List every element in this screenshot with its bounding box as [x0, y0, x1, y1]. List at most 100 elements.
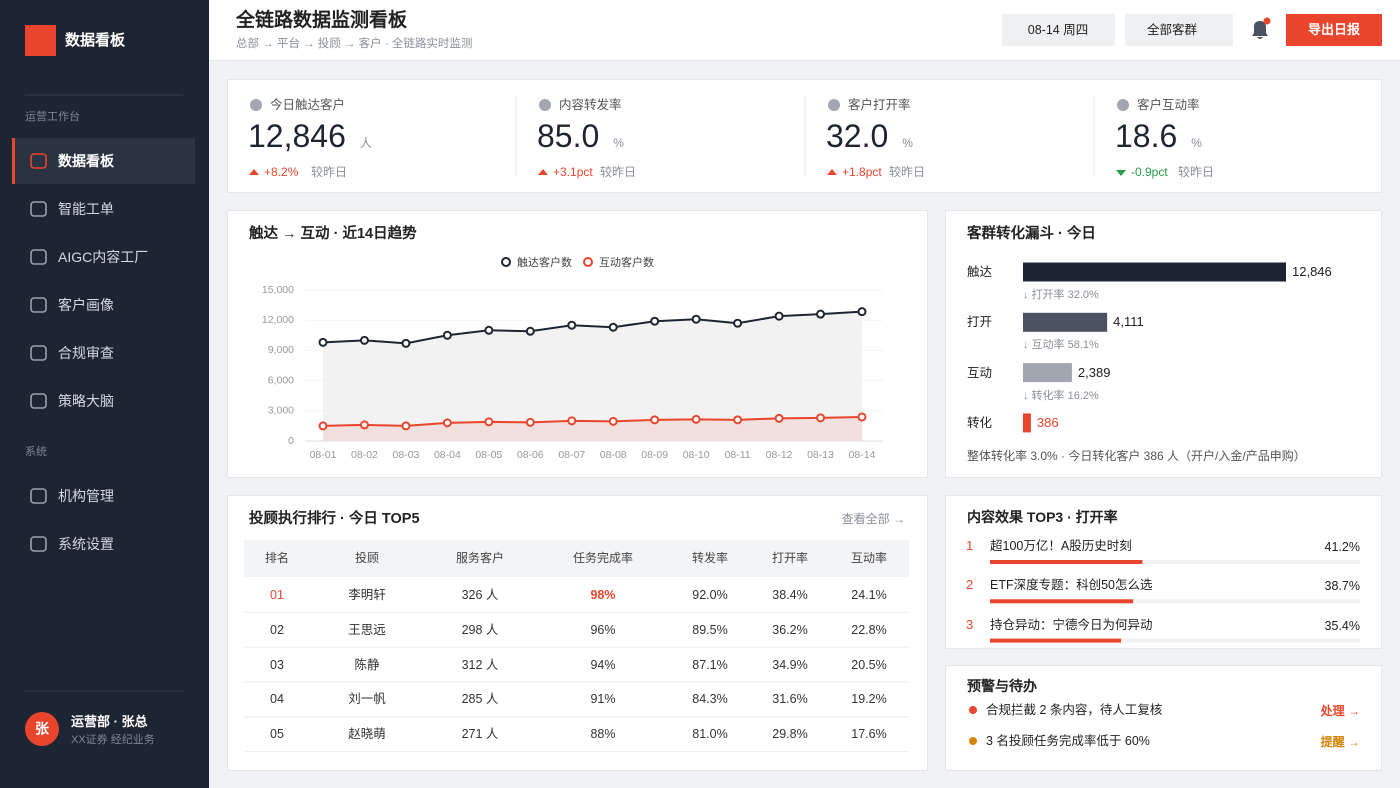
x-tick-label: 08-03	[392, 449, 419, 461]
nav-item[interactable]: 合规审查	[58, 345, 114, 361]
x-tick-label: 08-01	[310, 449, 337, 461]
content-rank: 2	[966, 577, 974, 593]
content-item-title[interactable]: 持仓异动：宁德今日为何异动	[990, 617, 1153, 632]
nav-item[interactable]: 数据看板	[58, 153, 114, 169]
kpi-value-row: 12,846 人	[248, 118, 372, 162]
data-point	[567, 320, 577, 330]
data-point	[401, 421, 411, 431]
data-point	[608, 416, 618, 426]
data-point	[359, 335, 369, 345]
data-point	[567, 416, 577, 426]
nav-item[interactable]: AIGC内容工厂	[58, 249, 149, 265]
nav-icon[interactable]	[30, 393, 47, 409]
nav-item[interactable]: 机构管理	[58, 488, 114, 504]
bell-icon[interactable]	[1252, 21, 1268, 39]
y-tick-label: 0	[288, 435, 294, 447]
date-button-bg[interactable]	[1002, 14, 1115, 46]
table-cell: 91%	[590, 692, 616, 707]
data-point	[442, 418, 452, 428]
alert-text: 3 名投顾任务完成率低于 60%	[986, 734, 1150, 748]
table-header-cell: 投顾	[354, 551, 380, 565]
alert-action[interactable]: 提醒 →	[1320, 735, 1360, 749]
data-point	[857, 412, 867, 422]
data-point	[608, 322, 618, 332]
funnel-rate: ↓ 打开率 32.0%	[1023, 289, 1099, 301]
table-cell: 24.1%	[851, 588, 887, 602]
x-tick-label: 08-08	[600, 449, 627, 461]
filter-button-bg[interactable]	[1125, 14, 1233, 46]
table-cell: 29.8%	[772, 727, 808, 742]
funnel-bar	[1023, 262, 1286, 282]
nav-active-bar	[12, 138, 15, 184]
nav-item[interactable]: 客户画像	[58, 297, 114, 313]
table-cell: 81.0%	[692, 727, 728, 742]
user-avatar-text: 张	[35, 721, 50, 737]
nav-icon[interactable]	[30, 488, 47, 504]
content-value: 38.7%	[1324, 579, 1360, 594]
nav-icon[interactable]	[30, 249, 47, 265]
alert-action[interactable]: 处理 →	[1320, 704, 1360, 718]
kpi-icon	[1117, 99, 1129, 111]
user-org: XX证券 经纪业务	[71, 734, 155, 746]
table-cell: 03	[270, 657, 284, 672]
nav-icon[interactable]	[30, 297, 47, 313]
funnel-rate: ↓ 转化率 16.2%	[1023, 389, 1099, 402]
date-button[interactable]: 08-14 周四	[1027, 23, 1089, 37]
funnel-label: 打开	[967, 315, 993, 330]
funnel-bar	[1023, 413, 1031, 433]
content-item-title[interactable]: ETF深度专题：科创50怎么选	[990, 578, 1153, 593]
table-cell: 05	[270, 727, 284, 742]
legend-label: 触达客户数	[517, 255, 572, 269]
data-point	[442, 330, 452, 340]
table-cell: 李明轩	[348, 588, 386, 602]
data-point	[816, 413, 826, 423]
data-point	[733, 318, 743, 328]
nav-item[interactable]: 策略大脑	[58, 393, 114, 409]
kpi-label: 今日触达客户	[270, 98, 346, 112]
data-point	[359, 420, 369, 430]
kpi-value: 12,846	[248, 118, 346, 154]
kpi-label: 内容转发率	[559, 98, 622, 112]
page-title: 全链路数据监测看板	[236, 10, 408, 31]
export-button[interactable]: 导出日报	[1307, 22, 1361, 37]
content-rank: 3	[966, 616, 974, 632]
brand-name: 数据看板	[65, 32, 126, 49]
table-header-cell: 服务客户	[455, 551, 505, 565]
data-point	[774, 311, 784, 321]
alerts-card	[945, 665, 1382, 771]
table-cell: 赵晓萌	[348, 727, 386, 742]
nav-icon[interactable]	[30, 201, 47, 217]
table-cell: 04	[270, 692, 284, 707]
kpi-change: +8.2%	[264, 165, 299, 179]
nav-item[interactable]: 系统设置	[58, 536, 114, 552]
content-value: 35.4%	[1324, 618, 1360, 633]
brand-logo	[25, 25, 56, 56]
content-title: 内容效果 TOP3 · 打开率	[967, 509, 1118, 525]
funnel-bar	[1023, 363, 1072, 383]
nav-icon[interactable]	[30, 536, 47, 552]
x-tick-label: 08-09	[641, 449, 668, 461]
progress-track	[990, 638, 1360, 643]
content-item-title[interactable]: 超100万亿！A股历史时刻	[990, 539, 1132, 553]
funnel-value: 12,846	[1292, 264, 1332, 279]
progress-bar	[990, 638, 1121, 643]
kpi-trend-arrow	[538, 169, 548, 175]
table-cell: 36.2%	[772, 622, 808, 637]
kpi-value-row: 32.0%	[826, 118, 913, 162]
nav-item[interactable]: 智能工单	[58, 201, 114, 217]
export-button-bg[interactable]	[1286, 14, 1382, 46]
user-name: 运营部 · 张总	[71, 714, 148, 729]
nav-active-bg	[12, 138, 195, 184]
nav-icon[interactable]	[30, 345, 47, 361]
legend-marker	[583, 257, 593, 267]
nav-icon[interactable]	[30, 153, 47, 169]
data-point	[401, 338, 411, 348]
alert-dot	[969, 737, 977, 745]
content-rank: 1	[966, 538, 974, 553]
table-cell: 88%	[590, 727, 616, 742]
breadcrumb: 总部 → 平台 → 投顾 → 客户 · 全链路实时监测	[236, 38, 473, 50]
filter-button[interactable]: 全部客群	[1146, 23, 1198, 37]
view-all-link[interactable]: 查看全部 →	[841, 512, 905, 526]
